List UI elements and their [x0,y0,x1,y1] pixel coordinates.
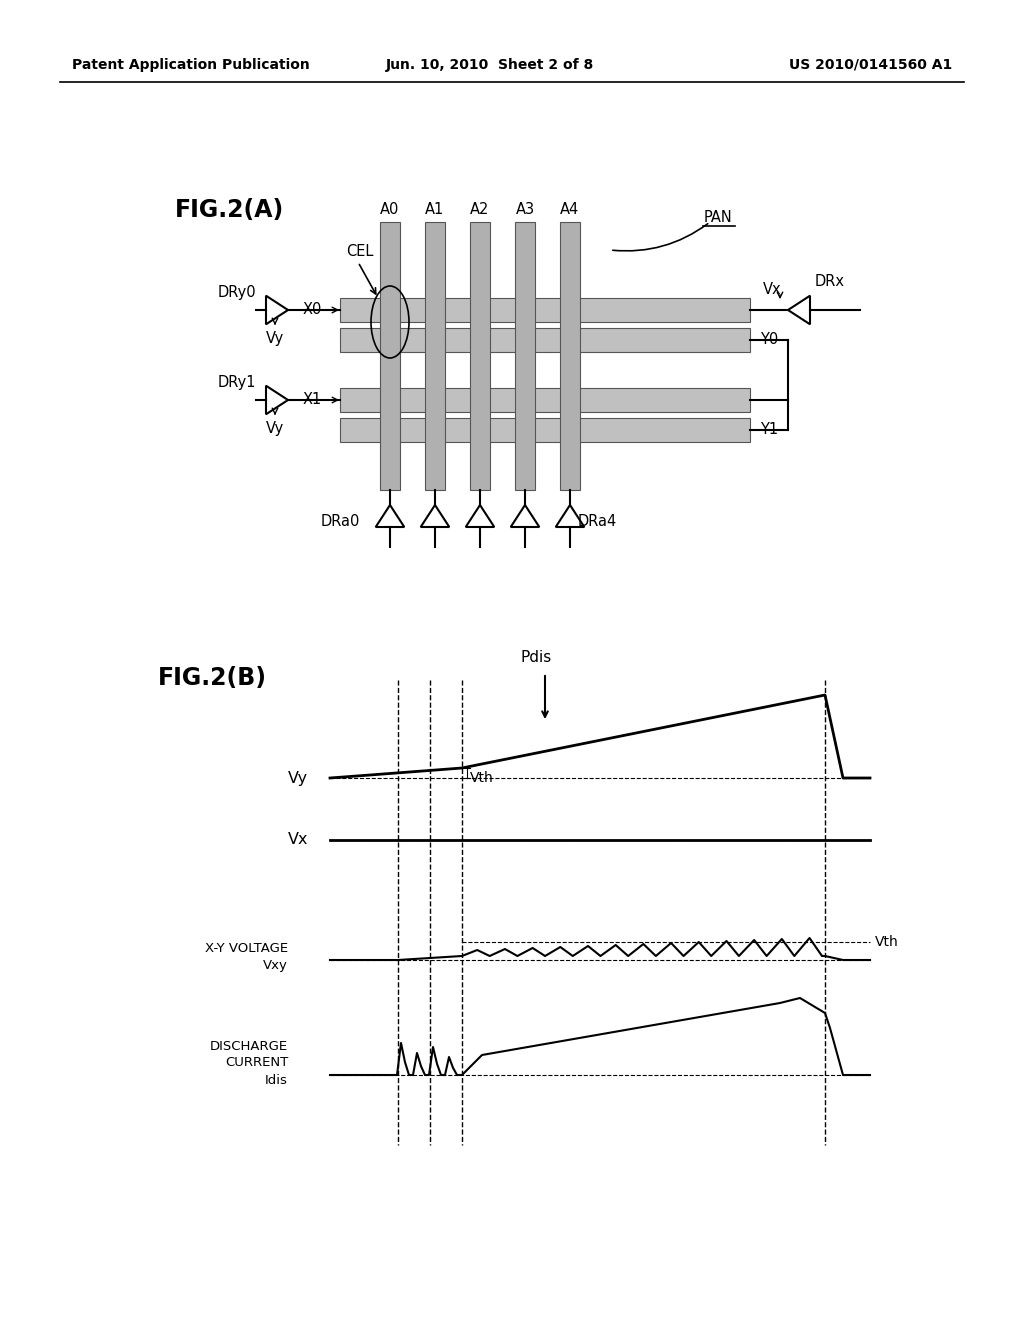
Text: CEL: CEL [346,244,374,260]
Text: FIG.2(B): FIG.2(B) [158,667,267,690]
Text: Patent Application Publication: Patent Application Publication [72,58,309,73]
Text: Vth: Vth [470,771,494,785]
Text: DRx: DRx [815,275,845,289]
Text: Y1: Y1 [760,422,778,437]
Text: Vy: Vy [266,421,284,436]
Bar [340,418,750,442]
Text: X0: X0 [303,302,322,318]
Text: PAN: PAN [703,210,732,226]
Bar [340,327,750,352]
Bar [515,222,535,490]
Text: DRy0: DRy0 [217,285,256,300]
Text: A2: A2 [470,202,489,216]
Text: A1: A1 [425,202,444,216]
Text: DRy1: DRy1 [217,375,256,389]
Text: Y0: Y0 [760,333,778,347]
Text: A3: A3 [515,202,535,216]
Text: DRa0: DRa0 [321,513,360,528]
Text: A4: A4 [560,202,580,216]
Text: DISCHARGE: DISCHARGE [210,1040,288,1053]
Bar [470,222,490,490]
Text: Vx: Vx [288,833,308,847]
Text: DRa4: DRa4 [578,513,617,528]
Text: Jun. 10, 2010  Sheet 2 of 8: Jun. 10, 2010 Sheet 2 of 8 [386,58,594,73]
Text: FIG.2(A): FIG.2(A) [175,198,285,222]
Bar [380,222,400,490]
Text: Vth: Vth [874,935,899,949]
Text: X1: X1 [303,392,322,408]
Text: CURRENT: CURRENT [224,1056,288,1069]
Text: Idis: Idis [265,1073,288,1086]
Bar [560,222,580,490]
Text: Pdis: Pdis [520,651,551,665]
Text: Vx: Vx [763,282,781,297]
Bar [340,388,750,412]
Text: Vxy: Vxy [263,958,288,972]
Bar [425,222,445,490]
Text: Vy: Vy [288,771,308,785]
Bar [340,298,750,322]
Text: US 2010/0141560 A1: US 2010/0141560 A1 [788,58,952,73]
Text: Vy: Vy [266,330,284,346]
Text: X-Y VOLTAGE: X-Y VOLTAGE [205,941,288,954]
Text: A0: A0 [380,202,399,216]
